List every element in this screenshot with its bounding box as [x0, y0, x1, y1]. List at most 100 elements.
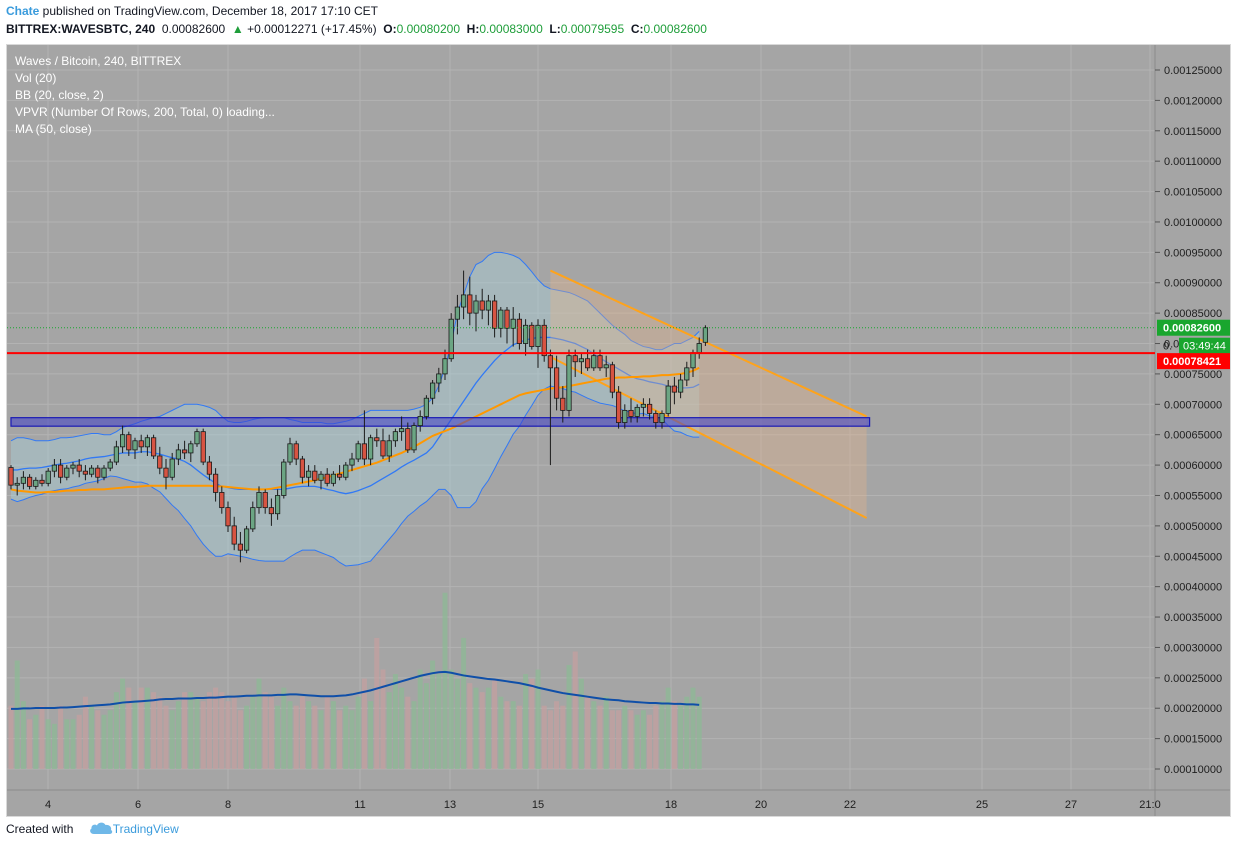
- volume-bar: [616, 710, 622, 769]
- candle-up: [20, 476, 26, 484]
- volume-bar: [144, 687, 150, 769]
- price-change: +0.00012271 (+17.45%): [247, 22, 377, 36]
- y-tick-label: 0.00095000: [1164, 247, 1222, 259]
- candle-down: [181, 449, 188, 454]
- candle-down: [541, 324, 547, 357]
- countdown-prefix: 0.: [1163, 341, 1172, 353]
- volume-bar: [343, 705, 349, 769]
- legend-title[interactable]: Waves / Bitcoin, 240, BITTREX: [15, 54, 182, 68]
- candle-down: [374, 437, 380, 442]
- candle-up: [132, 440, 138, 451]
- candle-up: [113, 446, 119, 463]
- candle-up: [523, 324, 529, 344]
- volume-bar: [318, 710, 324, 769]
- x-tick-label: 8: [225, 799, 231, 811]
- legend-vol[interactable]: Vol (20): [15, 71, 57, 85]
- candle-down: [299, 458, 306, 478]
- candle-down: [361, 443, 368, 460]
- low-value: 0.00079595: [560, 22, 625, 36]
- candle-up: [194, 431, 200, 445]
- x-tick-label: 11: [354, 799, 365, 811]
- volume-bar: [541, 705, 547, 769]
- volume-bar: [436, 674, 442, 769]
- candle-up: [386, 440, 392, 457]
- candle-up: [485, 300, 492, 311]
- y-tick-label: 0.00090000: [1164, 278, 1222, 290]
- candle-down: [150, 437, 157, 457]
- candle-down: [597, 355, 603, 369]
- volume-bar: [337, 710, 343, 769]
- volume-bar: [578, 678, 584, 769]
- x-tick-label: 25: [976, 799, 988, 811]
- price-chart[interactable]: 0.00125000 0.00120000 0.00115000 0.00110000…: [7, 45, 1231, 817]
- volume-bar: [293, 705, 299, 769]
- candle-down: [585, 358, 591, 369]
- volume-bar: [120, 678, 126, 769]
- candle-up: [392, 431, 399, 442]
- legend-ma[interactable]: MA (50, close): [15, 122, 92, 136]
- candle-down: [336, 473, 343, 478]
- high-label: H:: [466, 22, 480, 36]
- bollinger-basis-line: [11, 336, 700, 495]
- bollinger-lower-line: [10, 385, 700, 567]
- volume-bar: [628, 710, 634, 769]
- candle-down: [225, 507, 231, 527]
- y-tick-label: 0.00110000: [1164, 156, 1221, 168]
- y-tick-label: 0.00060000: [1164, 460, 1222, 472]
- volume-bar: [39, 705, 45, 769]
- y-tick-label: 0.00065000: [1164, 430, 1222, 442]
- y-tick-label: 0.00020000: [1164, 703, 1222, 715]
- candle-down: [293, 443, 299, 460]
- y-tick-label: 0.00045000: [1164, 551, 1222, 563]
- candle-down: [212, 473, 219, 493]
- x-tick-label: 13: [444, 799, 456, 811]
- candle-up: [411, 425, 417, 451]
- candle-up: [398, 428, 405, 433]
- volume-bar: [82, 696, 88, 769]
- countdown-label: 03:49:44: [1183, 341, 1226, 353]
- chart-panel[interactable]: 0.00125000 0.00120000 0.00115000 0.00110000…: [6, 44, 1231, 817]
- volume-bar: [485, 687, 491, 769]
- volume-bar: [330, 701, 336, 769]
- volume-bar: [690, 687, 696, 769]
- close-value: 0.00082600: [643, 22, 707, 36]
- volume-bar: [219, 692, 225, 769]
- high-value: 0.00083000: [479, 22, 543, 36]
- price-axis-panel: [1155, 45, 1230, 816]
- y-tick-label: 0.00105000: [1164, 187, 1222, 199]
- candle-up: [442, 358, 448, 375]
- x-tick-label: 15: [532, 799, 544, 811]
- volume-bar: [572, 651, 578, 769]
- y-tick-label: 0.00100000: [1164, 217, 1222, 229]
- volume-bar: [262, 692, 268, 769]
- candle-up: [678, 379, 684, 393]
- tradingview-link[interactable]: TradingView: [112, 822, 179, 836]
- volume-bar: [231, 696, 237, 769]
- volume-bar: [194, 696, 200, 769]
- y-tick-label: 0.00055000: [1164, 490, 1222, 502]
- volume-bar: [479, 692, 485, 769]
- low-label: L:: [549, 22, 561, 36]
- author-link[interactable]: Chate: [6, 4, 40, 18]
- volume-bar: [268, 696, 274, 769]
- volume-bar: [423, 683, 429, 769]
- volume-bar: [126, 687, 132, 769]
- candle-up: [250, 507, 256, 530]
- channel-lower-line: [549, 356, 868, 519]
- candle-down: [39, 479, 45, 484]
- volume-bar: [547, 710, 553, 769]
- volume-bar: [256, 678, 262, 769]
- y-tick-label: 0.00070000: [1164, 399, 1222, 411]
- publication-header: Chate published on TradingView.com, Dece…: [0, 0, 1237, 40]
- legend-vpvr[interactable]: VPVR (Number Of Rows, 200, Total, 0) loa…: [15, 105, 275, 119]
- candle-down: [479, 300, 485, 311]
- support-zone-rect: [10, 417, 871, 427]
- volume-bar: [349, 710, 355, 769]
- volume-bar: [411, 701, 417, 769]
- volume-bar: [498, 696, 504, 769]
- legend-bb[interactable]: BB (20, close, 2): [15, 88, 104, 102]
- support-price-tag-label: 0.00078421: [1163, 356, 1221, 368]
- volume-bar: [603, 696, 609, 769]
- volume-bar: [647, 714, 653, 769]
- volume-bar: [678, 705, 684, 769]
